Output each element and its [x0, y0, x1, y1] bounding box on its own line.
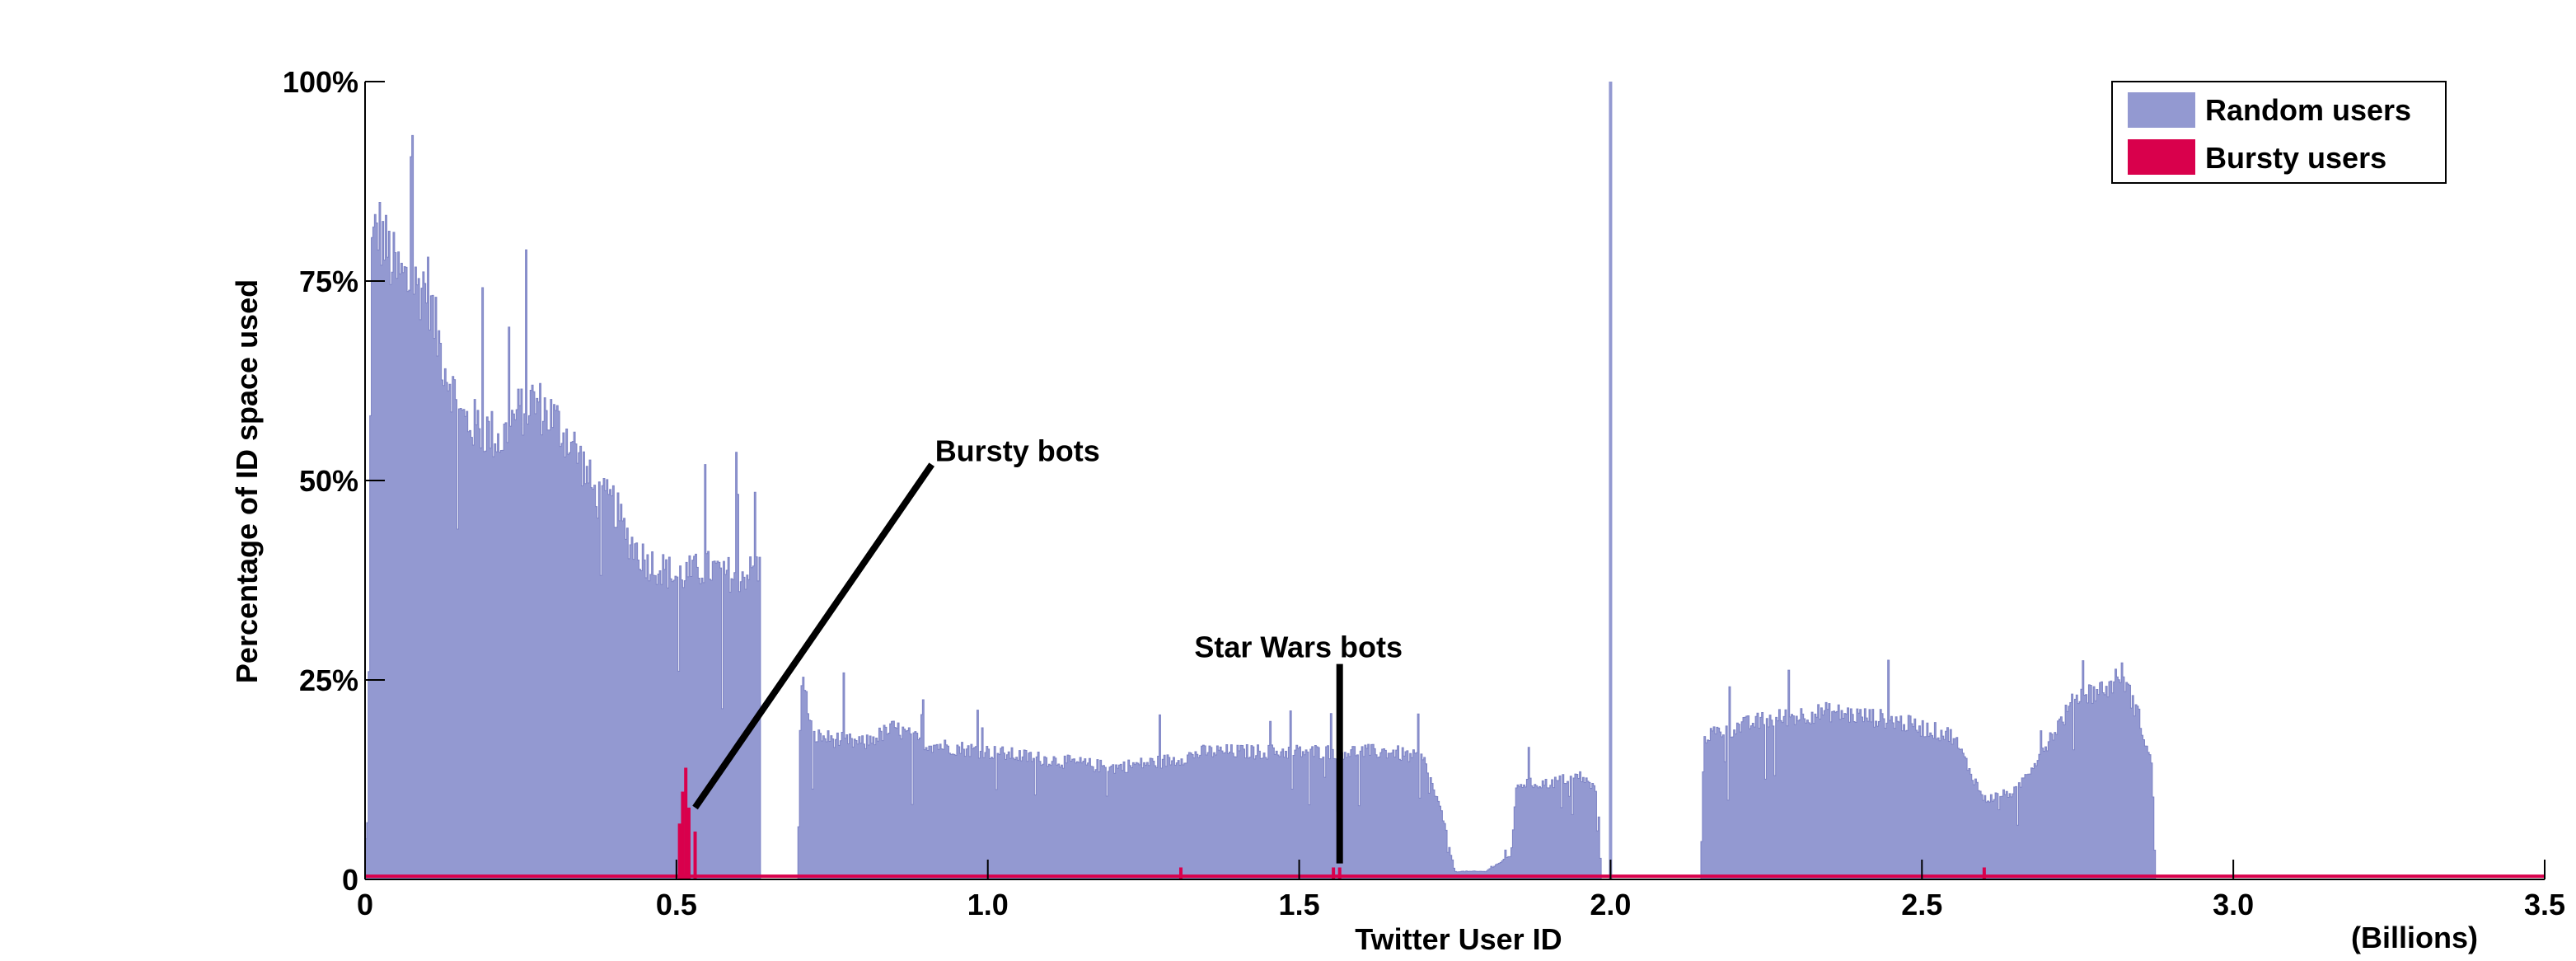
x-axis-title: Twitter User ID [1355, 922, 1562, 956]
bursty-users-peak [1178, 867, 1183, 879]
x-tick-label: 2.5 [1901, 888, 1942, 921]
y-tick-label: 50% [299, 464, 358, 498]
x-axis-units-label: (Billions) [2351, 921, 2478, 954]
x-tick-label: 1.5 [1279, 888, 1320, 921]
plot-area [364, 82, 2545, 880]
legend-swatch-random [2128, 92, 2195, 128]
x-tick-label: 2.0 [1590, 888, 1631, 921]
legend-swatch-bursty [2128, 139, 2195, 175]
y-tick-label: 75% [299, 265, 358, 298]
x-tick-label: 3.5 [2524, 888, 2565, 921]
annotations: Bursty bots Star Wars bots [692, 434, 1403, 864]
annotation-pointer [692, 462, 934, 810]
y-axis-title: Percentage of ID space used [230, 279, 264, 683]
annotation-label: Star Wars bots [1194, 631, 1403, 664]
y-tick-label: 100% [283, 65, 358, 99]
random-users-spike [1609, 82, 1613, 879]
x-tick-label: 0.5 [656, 888, 697, 921]
x-tick-label: 0 [357, 888, 373, 921]
bursty-users-peak [1332, 867, 1336, 879]
axes: 0 0.5 1.0 1.5 2.0 2.5 3.0 3.5 0 25% 50% 75% 100% [283, 65, 2565, 921]
y-tick-label: 25% [299, 663, 358, 697]
bursty-users-peak [686, 807, 691, 879]
bursty-users-peak [684, 767, 688, 879]
legend-label-bursty: Bursty users [2205, 141, 2386, 175]
x-tick-label: 1.0 [967, 888, 1009, 921]
legend-label-random: Random users [2205, 93, 2411, 127]
y-tick-label: 0 [342, 863, 358, 897]
bursty-users-peak [677, 823, 681, 879]
bursty-users-peak [1982, 867, 1986, 879]
bursty-users-peak [693, 831, 697, 879]
bursty-users-peak [1337, 867, 1342, 879]
annotation-label: Bursty bots [935, 434, 1100, 468]
legend: Random users Bursty users [2111, 81, 2447, 184]
x-tick-label: 3.0 [2213, 888, 2254, 921]
random-users-area [364, 134, 2545, 880]
bursty-users-peak [681, 791, 685, 879]
